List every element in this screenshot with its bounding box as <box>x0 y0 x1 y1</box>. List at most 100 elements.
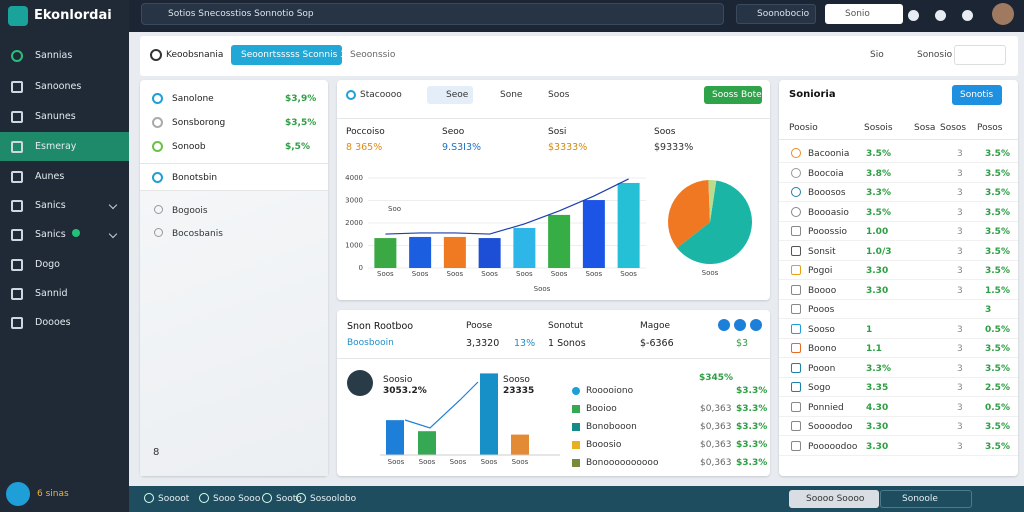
row-num: 3 <box>957 246 963 257</box>
nav-item[interactable]: Sannid <box>35 288 68 299</box>
row-line <box>779 337 1018 339</box>
row-num: 3 <box>957 344 963 354</box>
bar <box>513 227 536 268</box>
nav-item[interactable]: Sanunes <box>35 111 76 122</box>
row-value: 3.5% <box>866 207 891 218</box>
overview-button[interactable] <box>704 86 762 104</box>
row-num: 3 <box>957 168 963 179</box>
row-value: 3.3% <box>866 363 891 374</box>
row-icon <box>791 226 801 236</box>
page-title: Keoobsnania <box>166 50 224 60</box>
row-pct: 3.5% <box>985 246 1010 257</box>
row-value: 3.35 <box>866 383 889 393</box>
nav-item[interactable]: Esmeray <box>35 141 77 152</box>
sales-stat-value: 3,3320 <box>466 338 500 349</box>
legend-swatch <box>572 423 580 431</box>
stat-label: Sosi <box>548 127 567 137</box>
row-name: Sooso <box>808 324 835 335</box>
tab[interactable]: Stacoooo <box>360 90 402 100</box>
legend-value: $3.3% <box>736 386 768 396</box>
top-icon[interactable] <box>962 10 973 21</box>
panel-footer: 8 <box>153 447 160 458</box>
row-pct: 3.5% <box>985 363 1010 374</box>
bottom-item[interactable]: Soooot <box>158 494 190 504</box>
y-tick-label: 4000 <box>345 174 363 182</box>
stat-value: $9333% <box>654 142 694 153</box>
bottom-item[interactable]: Sosoolobo <box>310 494 357 504</box>
legend-value: $3.3% <box>736 458 768 468</box>
row-num: 3 <box>957 402 963 413</box>
bottom-input[interactable] <box>789 490 879 508</box>
bottom-select[interactable] <box>880 490 972 508</box>
bottom-item[interactable]: Sooo Sooo <box>213 494 261 504</box>
stat-value: 9.S3I3% <box>442 142 482 153</box>
tab[interactable]: Seoe <box>446 90 469 100</box>
stat-label: Soos <box>654 127 676 137</box>
top-icon[interactable] <box>935 10 946 21</box>
table-button[interactable] <box>952 85 1002 105</box>
tab[interactable]: Sone <box>500 90 523 100</box>
row-pct: 3.5% <box>985 207 1010 218</box>
callout-value: 23335 <box>503 386 535 396</box>
row-pct: 3.5% <box>985 441 1010 452</box>
row-line <box>779 279 1018 280</box>
sales-extra: 13% <box>514 338 536 349</box>
sub-action[interactable]: Sonosio <box>917 50 953 60</box>
bottom-input-text: Soooo Soooo <box>806 494 865 504</box>
stat-value: 8 365% <box>346 142 383 153</box>
legend-name: Bonobooon <box>586 422 637 432</box>
sub-link[interactable]: Seoonssio <box>350 50 396 60</box>
topbar-input[interactable] <box>825 4 903 24</box>
active-tab[interactable] <box>427 86 473 104</box>
row-value: 3.5% <box>866 149 891 159</box>
row-value: 3.3% <box>866 188 891 198</box>
panel-link[interactable]: Bocosbanis <box>172 229 223 239</box>
row-num: 3 <box>957 363 963 374</box>
user-avatar[interactable] <box>992 3 1014 25</box>
column-header: Sosos <box>940 123 967 133</box>
share-icon[interactable] <box>750 319 762 331</box>
brand: Ekonlordai <box>34 8 112 23</box>
bottom-item[interactable]: Sooto <box>276 494 302 504</box>
nav-item[interactable]: Sanoones <box>35 81 82 92</box>
topbar-button[interactable] <box>736 4 816 24</box>
x-tick-label: Soos <box>447 270 464 278</box>
nav-item[interactable]: Sanics <box>35 229 66 240</box>
sub-action[interactable]: Sio <box>870 50 884 60</box>
item-value: $,5% <box>285 142 310 152</box>
row-name: Sogo <box>808 383 831 393</box>
stat-label: Poccoiso <box>346 127 385 137</box>
row-line <box>779 298 1018 300</box>
callout: Soo <box>388 205 401 213</box>
search-bar[interactable] <box>141 3 724 25</box>
nav-item[interactable]: Aunes <box>35 171 65 182</box>
row-icon <box>791 187 801 197</box>
row-line <box>779 259 1018 261</box>
pie-label: Soos <box>702 269 719 277</box>
x-tick-label: Soos <box>551 270 568 278</box>
x-tick-label: Soos <box>620 270 637 278</box>
share-icon[interactable] <box>734 319 746 331</box>
share-icon[interactable] <box>718 319 730 331</box>
bar <box>582 200 605 268</box>
nav-item[interactable]: Sannias <box>35 50 73 61</box>
row-pct: 3.5% <box>985 422 1010 432</box>
nav-icon <box>11 50 23 62</box>
row-pct: 3.5% <box>985 188 1010 198</box>
row-num: 3 <box>957 422 963 432</box>
link-icon <box>154 205 163 214</box>
nav-icon <box>11 171 23 183</box>
panel-link[interactable]: Bogoois <box>172 206 208 216</box>
sales-link[interactable]: Boosbooin <box>347 338 394 348</box>
row-line <box>779 435 1018 436</box>
primary-button[interactable] <box>231 45 342 65</box>
nav-item[interactable]: Doooes <box>35 317 71 328</box>
nav-item[interactable]: Sanics <box>35 200 66 211</box>
nav-item[interactable]: Dogo <box>35 259 60 270</box>
bar <box>374 238 397 268</box>
tab[interactable]: Soos <box>548 90 570 100</box>
sales-extra: $3 <box>736 338 749 349</box>
sub-action-box[interactable] <box>954 45 1006 65</box>
row-icon <box>791 265 801 275</box>
top-icon[interactable] <box>908 10 919 21</box>
